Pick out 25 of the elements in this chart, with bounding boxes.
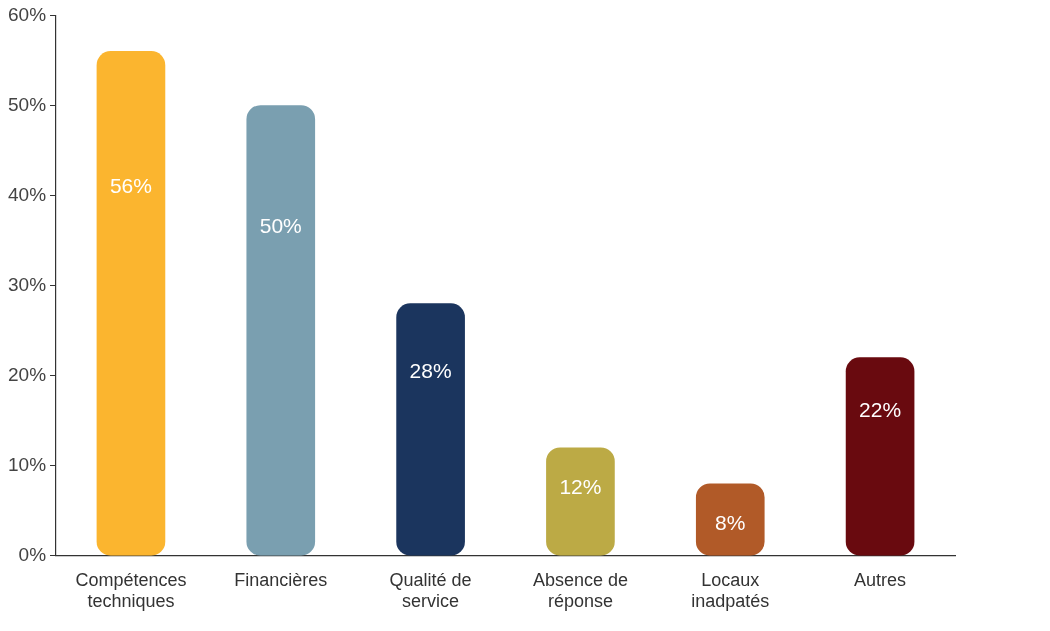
data-label: 56% [109, 174, 152, 198]
x-tick-label: Financières [234, 569, 328, 590]
x-tick-label: Compétences techniques [75, 569, 187, 612]
data-label: 22% [859, 397, 902, 421]
bar [246, 105, 316, 556]
y-tick-label: 10% [8, 453, 47, 475]
y-tick-label: 60% [8, 3, 47, 25]
bar [695, 483, 765, 556]
x-tick-label: Qualité de service [389, 569, 472, 612]
bar [845, 357, 915, 556]
data-label: 50% [259, 213, 302, 237]
x-tick-label: Locaux inadpatés [691, 569, 770, 612]
y-tick-label: 0% [18, 544, 47, 566]
y-tick-label: 50% [8, 93, 47, 115]
x-tick-label: Absence de réponse [532, 569, 628, 612]
x-tick-label: Autres [854, 569, 907, 590]
y-tick-label: 40% [8, 183, 47, 205]
y-tick-label: 20% [8, 363, 47, 385]
bar [96, 51, 166, 556]
data-label: 28% [409, 358, 452, 382]
data-label: 8% [715, 510, 746, 534]
bar [396, 303, 465, 556]
y-tick-label: 30% [8, 273, 47, 295]
bar [546, 447, 615, 556]
data-label: 12% [559, 474, 602, 498]
